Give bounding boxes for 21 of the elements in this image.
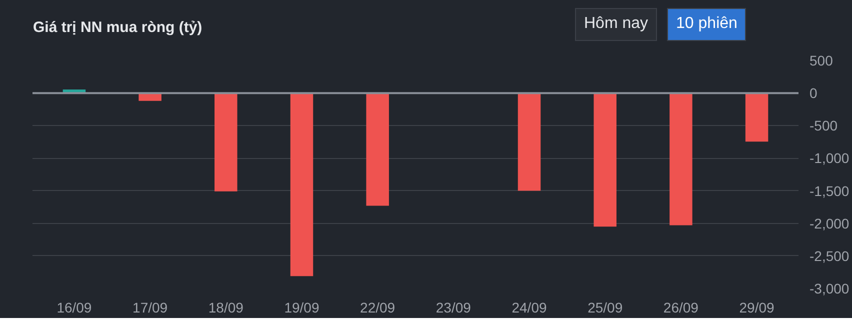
y-tick-label: 500: [810, 52, 834, 68]
chart-title: Giá trị NN mua ròng (tỷ): [33, 18, 202, 38]
y-tick-label: -1,500: [810, 182, 850, 199]
x-tick-label: 23/09: [436, 300, 472, 316]
x-tick-label: 17/09: [132, 300, 168, 316]
y-tick-label: -2,000: [810, 215, 850, 232]
x-tick-label: 25/09: [588, 300, 623, 316]
y-tick-label: -500: [810, 118, 838, 134]
y-tick-label: -1,000: [810, 150, 850, 166]
y-tick-label: -2,500: [810, 248, 850, 264]
y-tick-label: 0: [810, 85, 818, 102]
text: 10 phiên: [676, 14, 738, 34]
x-tick-label: 24/09: [512, 300, 547, 316]
y-tick-label: -3,000: [810, 280, 850, 296]
x-tick-label: 19/09: [284, 300, 320, 316]
x-tick-label: 16/09: [56, 300, 92, 316]
text: Hôm nay: [584, 14, 648, 34]
x-tick-label: 29/09: [739, 300, 775, 316]
x-tick-label: 22/09: [360, 300, 396, 316]
x-tick-label: 18/09: [208, 300, 244, 316]
x-tick-label: 26/09: [663, 300, 699, 316]
